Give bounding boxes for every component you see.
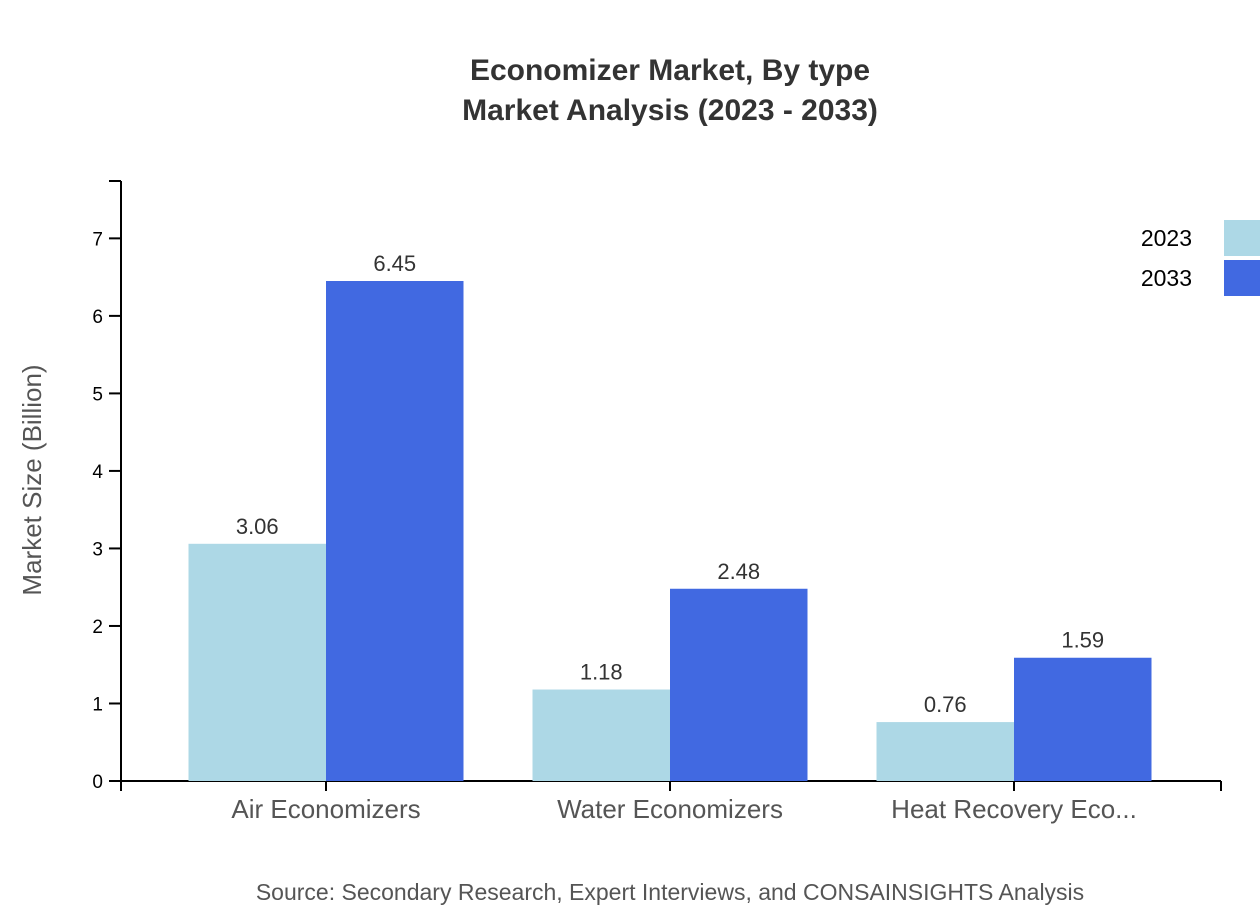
y-tick-label: 4	[92, 462, 103, 483]
chart-subtitle: Market Analysis (2023 - 2033)	[462, 94, 878, 127]
x-tick-label: Water Economizers	[557, 794, 783, 824]
data-label: 0.76	[924, 692, 967, 717]
bar-2033-2	[1014, 657, 1152, 781]
y-tick-label: 1	[92, 694, 103, 715]
bar-2023-1	[532, 689, 670, 781]
y-tick-label: 7	[92, 229, 103, 250]
bar-2033-0	[326, 281, 464, 781]
legend-label: 2023	[1141, 225, 1192, 251]
legend-label: 2033	[1141, 265, 1192, 291]
chart-title: Economizer Market, By type	[470, 54, 870, 87]
bar-2033-1	[670, 588, 808, 781]
source-note: Source: Secondary Research, Expert Inter…	[256, 879, 1084, 905]
data-label: 3.06	[236, 514, 279, 539]
legend-swatch	[1224, 260, 1260, 296]
data-label: 1.18	[580, 660, 623, 685]
y-tick-label: 0	[92, 772, 103, 793]
data-label: 6.45	[373, 251, 416, 276]
bar-2023-0	[188, 543, 326, 781]
y-tick-label: 5	[92, 384, 103, 405]
legend-swatch	[1224, 220, 1260, 256]
y-tick-label: 3	[92, 539, 103, 560]
x-tick-label: Air Economizers	[231, 794, 420, 824]
y-axis-label: Market Size (Billion)	[17, 364, 47, 595]
data-label: 1.59	[1061, 628, 1104, 653]
x-tick-label: Heat Recovery Eco...	[891, 794, 1137, 824]
data-label: 2.48	[717, 559, 760, 584]
y-tick-label: 2	[92, 617, 103, 638]
bar-2023-2	[876, 722, 1014, 781]
y-tick-label: 6	[92, 307, 103, 328]
